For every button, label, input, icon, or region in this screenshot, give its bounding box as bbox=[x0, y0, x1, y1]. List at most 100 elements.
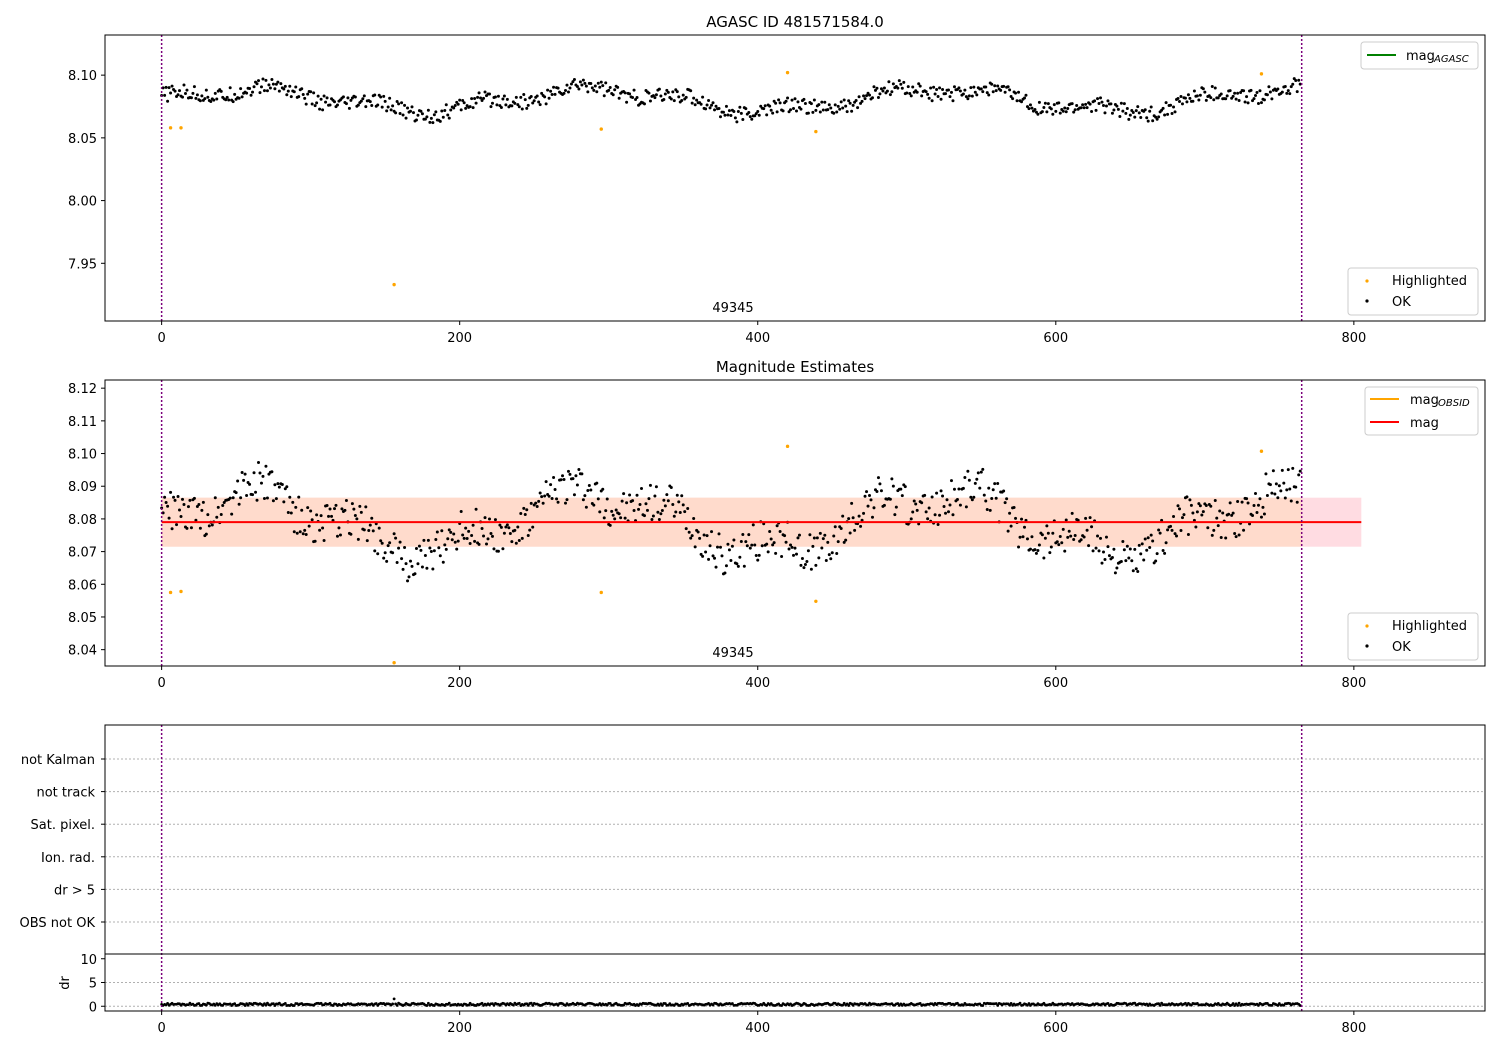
ok-point bbox=[999, 88, 1003, 92]
ok-point bbox=[520, 107, 524, 111]
ok-point bbox=[716, 545, 720, 549]
x-tick-label: 0 bbox=[157, 1021, 165, 1036]
ok-point bbox=[508, 531, 512, 535]
ok-point bbox=[1213, 499, 1217, 503]
ok-point bbox=[1139, 115, 1143, 119]
ok-point bbox=[847, 99, 851, 103]
ok-point bbox=[300, 508, 304, 512]
ok-point bbox=[996, 84, 1000, 88]
x-tick-label: 400 bbox=[745, 331, 770, 346]
ok-point bbox=[920, 501, 924, 505]
ok-point bbox=[564, 501, 567, 505]
ok-point bbox=[1094, 546, 1098, 550]
ok-point bbox=[233, 92, 237, 96]
ok-point bbox=[647, 91, 651, 95]
ok-point bbox=[747, 111, 751, 115]
ok-point bbox=[297, 495, 301, 499]
ok-point bbox=[264, 464, 268, 468]
y-tick-label: 8.05 bbox=[68, 611, 97, 626]
ok-point bbox=[1146, 536, 1150, 540]
ok-point bbox=[373, 549, 377, 553]
ok-point bbox=[806, 111, 810, 115]
ok-point bbox=[549, 89, 553, 93]
ok-point bbox=[775, 524, 779, 528]
ok-point bbox=[315, 513, 319, 517]
ok-point bbox=[432, 549, 436, 553]
highlighted-point bbox=[814, 129, 818, 134]
ok-point bbox=[455, 547, 459, 551]
dr-point bbox=[1298, 1004, 1302, 1007]
ok-point bbox=[1136, 569, 1140, 573]
ok-point bbox=[1064, 110, 1068, 114]
ok-point bbox=[1008, 88, 1012, 92]
ok-point bbox=[1166, 528, 1170, 532]
ok-point bbox=[435, 530, 439, 534]
ok-point bbox=[1025, 537, 1029, 541]
ok-point bbox=[1090, 525, 1094, 529]
ok-point bbox=[222, 500, 226, 504]
ok-point bbox=[765, 542, 769, 546]
ok-point bbox=[1055, 540, 1059, 544]
ok-point bbox=[1036, 549, 1040, 553]
ok-point bbox=[487, 92, 491, 96]
ok-point bbox=[705, 534, 709, 538]
ok-point bbox=[973, 481, 977, 485]
ok-point bbox=[1180, 516, 1184, 520]
ok-point bbox=[789, 108, 793, 112]
highlighted-point bbox=[179, 126, 183, 130]
ok-point bbox=[477, 91, 481, 95]
ok-point bbox=[610, 509, 614, 513]
ok-point bbox=[1064, 518, 1068, 522]
ok-point bbox=[397, 546, 401, 550]
ok-point bbox=[1172, 514, 1176, 518]
ok-point bbox=[818, 110, 822, 114]
legend-mag-obsid-sub: OBSID bbox=[1438, 398, 1470, 409]
ok-point bbox=[1261, 505, 1265, 509]
ok-point bbox=[958, 89, 962, 93]
ok-point bbox=[261, 77, 265, 81]
ok-point bbox=[826, 540, 830, 544]
x-tick-label: 400 bbox=[745, 1021, 770, 1036]
ok-point bbox=[1128, 113, 1132, 117]
y-tick-label: 8.09 bbox=[68, 480, 97, 495]
y-tick-label: 8.00 bbox=[68, 195, 97, 210]
ok-point bbox=[459, 509, 463, 513]
ok-point bbox=[656, 510, 660, 514]
ok-point bbox=[1177, 507, 1181, 511]
ok-point bbox=[839, 527, 843, 531]
ok-point bbox=[1063, 549, 1067, 553]
ok-point bbox=[210, 523, 214, 527]
ok-point bbox=[514, 95, 518, 99]
ok-point bbox=[803, 101, 807, 105]
ok-point bbox=[756, 110, 760, 114]
ok-point bbox=[230, 512, 234, 516]
dr-point bbox=[1236, 1003, 1240, 1007]
ok-point bbox=[194, 518, 198, 522]
ok-point bbox=[924, 510, 928, 514]
ok-point bbox=[850, 109, 854, 113]
ok-point bbox=[361, 97, 365, 101]
ok-point bbox=[1188, 96, 1192, 100]
ok-point bbox=[958, 503, 962, 507]
dr-point bbox=[1106, 1002, 1110, 1005]
ok-point bbox=[1052, 103, 1056, 107]
ok-point bbox=[1151, 539, 1155, 543]
ok-point bbox=[283, 84, 287, 88]
ok-point bbox=[550, 93, 554, 97]
ok-point bbox=[1066, 107, 1070, 111]
ok-point bbox=[490, 534, 494, 538]
ok-point bbox=[735, 120, 739, 124]
ok-point bbox=[1103, 111, 1107, 115]
ok-point bbox=[1255, 91, 1259, 95]
ok-point bbox=[523, 98, 527, 102]
ok-point bbox=[729, 113, 733, 117]
ok-point bbox=[830, 551, 834, 555]
ok-point bbox=[657, 87, 661, 91]
ok-point bbox=[1188, 498, 1192, 502]
ok-point bbox=[823, 533, 827, 537]
ok-point bbox=[1201, 510, 1205, 514]
ok-point bbox=[701, 554, 705, 558]
ok-point bbox=[1096, 534, 1100, 538]
agasc-point-legend: Highlighted OK bbox=[1347, 267, 1479, 316]
ok-point bbox=[426, 538, 430, 542]
